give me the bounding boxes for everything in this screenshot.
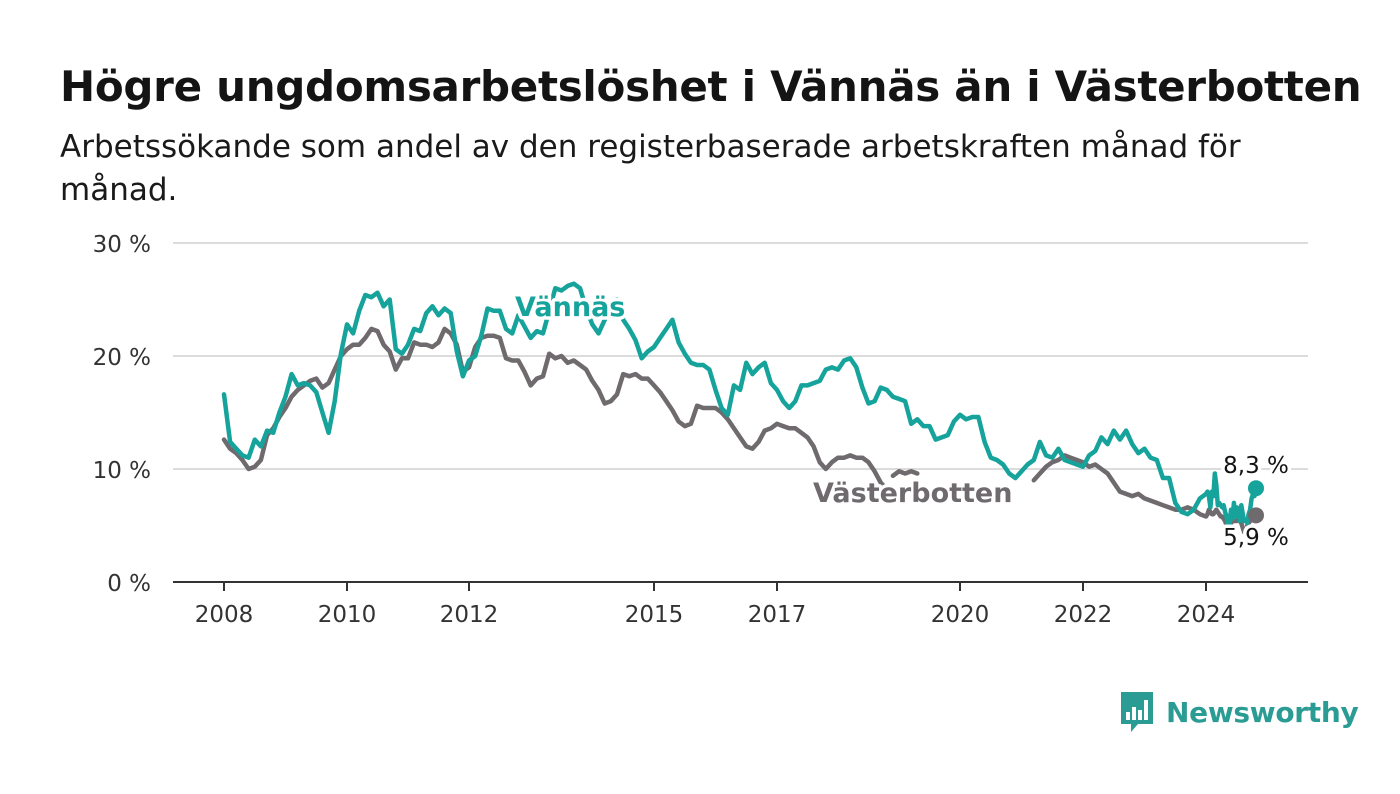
vasterbotten-end-marker xyxy=(1248,507,1264,524)
series-line xyxy=(221,281,1247,531)
grid-lines xyxy=(173,242,1308,470)
x-tick-label: 2020 xyxy=(931,602,990,628)
x-tick-label: 2024 xyxy=(1177,602,1236,628)
vannas-series-label: Vännäs xyxy=(515,292,625,323)
newsworthy-brand: Newsworthy xyxy=(1118,690,1359,734)
series-line xyxy=(890,469,920,479)
vannas-end-marker xyxy=(1248,480,1264,497)
y-tick-label: 30 % xyxy=(93,232,151,258)
y-axis-ticks: 0 % 10 % 20 % 30 % xyxy=(93,232,151,597)
y-tick-label: 10 % xyxy=(93,458,151,484)
series-lines xyxy=(221,281,1259,535)
newsworthy-logo-icon xyxy=(1121,692,1153,732)
x-axis-ticks: 2008 2010 2012 2015 2017 2020 2022 2024 xyxy=(195,582,1236,628)
x-tick-label: 2012 xyxy=(440,602,499,628)
series-labels: Vännäs Västerbotten 8,3 % 5,9 % xyxy=(512,289,1293,555)
y-tick-label: 20 % xyxy=(93,345,151,371)
x-tick-label: 2008 xyxy=(195,602,254,628)
vannas-end-value: 8,3 % xyxy=(1223,453,1289,479)
x-tick-label: 2022 xyxy=(1054,602,1113,628)
x-tick-label: 2017 xyxy=(748,602,807,628)
chart-subtitle: Arbetssökande som andel av den registerb… xyxy=(60,129,1241,208)
x-tick-label: 2015 xyxy=(625,602,684,628)
vasterbotten-end-value: 5,9 % xyxy=(1223,525,1289,551)
brand-name: Newsworthy xyxy=(1166,695,1359,729)
vasterbotten-series-label: Västerbotten xyxy=(813,478,1012,509)
y-tick-label: 0 % xyxy=(107,571,151,597)
x-tick-label: 2010 xyxy=(318,602,377,628)
chart-title: Högre ungdomsarbetslöshet i Vännäs än i … xyxy=(60,62,1362,111)
series-line xyxy=(221,326,890,492)
